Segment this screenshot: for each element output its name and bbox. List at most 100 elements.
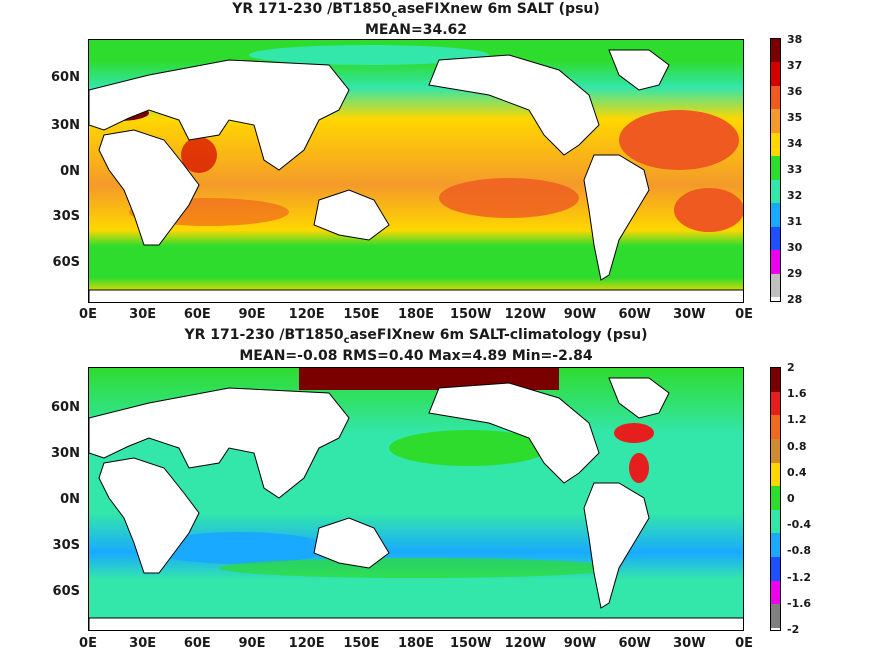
top-lon-label: 120W (504, 307, 547, 322)
top-colorbar-tick: 34 (787, 137, 803, 150)
bottom-lon-label: 0E (79, 636, 97, 651)
top-colorbar-swatch (771, 179, 780, 204)
top-subtitle: MEAN=34.62 (364, 22, 468, 38)
bottom-lon-label: 90E (238, 636, 266, 651)
bottom-lon-label: 120W (504, 636, 547, 651)
bottom-lon-label: 60W (618, 636, 651, 651)
bottom-anomaly-map (88, 367, 744, 631)
top-lon-label: 30E (129, 307, 157, 322)
bottom-southern-green (219, 558, 619, 578)
bottom-title-subscript: c (343, 334, 350, 346)
top-lat-30s: 30S (52, 209, 80, 224)
bottom-colorbar-tick: -1.6 (787, 596, 812, 610)
bottom-land (89, 377, 743, 630)
top-colorbar-swatch (771, 156, 780, 180)
bottom-colorbar-swatch (771, 415, 780, 439)
bottom-colorbar-tick: -1.2 (787, 570, 812, 584)
bottom-lat-0n: 0N (60, 492, 80, 507)
bottom-colorbar-swatch (771, 580, 780, 605)
bottom-lon-label: 120E (288, 636, 325, 651)
bottom-title: YR 171-230 /BT1850caseFIXnew 6m SALT-cli… (88, 326, 744, 350)
bottom-lon-label: 30W (673, 636, 706, 651)
top-colorbar-tick: 29 (787, 267, 803, 280)
top-map-svg (89, 40, 743, 302)
top-colorbar-swatch (771, 226, 780, 251)
top-colorbar-tick: 31 (787, 215, 803, 228)
top-colorbar-swatch (771, 203, 780, 227)
top-land (89, 49, 743, 302)
top-lon-label: 60E (183, 307, 211, 322)
top-arctic-low (249, 45, 489, 65)
bottom-indian-low (149, 532, 329, 564)
bottom-atlantic-high (629, 453, 649, 483)
bottom-colorbar-tick: -0.4 (787, 518, 812, 532)
top-lat-30n: 30N (51, 118, 80, 133)
bottom-lon-label: 150W (449, 636, 492, 651)
bottom-lat-30s: 30S (52, 538, 80, 553)
top-colorbar-tick: 30 (787, 241, 803, 254)
top-lon-label: 30W (673, 307, 706, 322)
top-south-atlantic-high (674, 188, 743, 232)
top-lon-label: 180E (398, 307, 435, 322)
bottom-colorbar-tick: -0.8 (787, 544, 812, 558)
top-title-subscript: c (391, 8, 398, 20)
top-lon-label: 150E (343, 307, 380, 322)
bottom-lon-label: 60E (183, 636, 211, 651)
top-salinity-map (88, 39, 744, 303)
top-colorbar-tick: 36 (787, 85, 803, 98)
bottom-title-part2: aseFIXnew 6m SALT-climatology (psu) (349, 327, 648, 343)
bottom-colorbar (770, 367, 781, 631)
top-lon-label: 0E (735, 307, 753, 322)
top-lon-label: 90E (238, 307, 266, 322)
top-atlantic-high-salinity (619, 110, 739, 170)
top-colorbar-swatch (771, 62, 780, 86)
bottom-colorbar-swatch (771, 486, 780, 510)
bottom-lat-60n: 60N (51, 400, 80, 415)
bottom-colorbar-swatch (771, 391, 780, 416)
bottom-colorbar-swatch (771, 604, 780, 628)
bottom-colorbar-swatch (771, 462, 780, 487)
bottom-colorbar-tick: 1.2 (787, 413, 807, 427)
bottom-colorbar-tick: 1.6 (787, 387, 807, 401)
top-colorbar-tick: 32 (787, 189, 803, 202)
bottom-lon-label: 30E (129, 636, 157, 651)
top-lon-label: 150W (449, 307, 492, 322)
top-lon-label: 90W (563, 307, 597, 322)
bottom-colorbar-swatch (771, 557, 780, 581)
bottom-colorbar-swatch (771, 368, 780, 392)
top-colorbar-tick: 33 (787, 163, 803, 176)
bottom-lon-label: 180E (398, 636, 435, 651)
top-red-sea (181, 137, 217, 173)
bottom-colorbar-swatch (771, 509, 780, 534)
bottom-gulf-stream-high (614, 423, 654, 443)
top-colorbar-swatch (771, 273, 780, 297)
top-lat-60n: 60N (51, 70, 80, 85)
bottom-subtitle: MEAN=-0.08 RMS=0.40 Max=4.89 Min=-2.84 (239, 348, 593, 364)
top-colorbar-tick: 35 (787, 111, 803, 124)
top-lon-label: 0E (79, 307, 97, 322)
bottom-colorbar-tick: 2 (787, 361, 795, 374)
bottom-lat-60s: 60S (52, 584, 80, 599)
bottom-title-part1: YR 171-230 /BT1850 (184, 327, 344, 343)
top-south-pacific-high (439, 178, 579, 218)
top-colorbar-tick: 28 (787, 293, 803, 306)
bottom-colorbar-swatch (771, 533, 780, 557)
bottom-lon-label: 150E (343, 636, 380, 651)
bottom-north-pacific-green (389, 430, 549, 466)
top-lat-0n: 0N (60, 164, 80, 179)
bottom-colorbar-swatch (771, 438, 780, 463)
top-colorbar-tick: 38 (787, 33, 803, 46)
top-title-part2: aseFIXnew 6m SALT (psu) (397, 1, 600, 17)
bottom-lon-label: 0E (735, 636, 753, 651)
top-colorbar-swatch (771, 109, 780, 133)
top-colorbar-swatch (771, 132, 780, 157)
top-title: YR 171-230 /BT1850caseFIXnew 6m SALT (ps… (88, 0, 744, 24)
bottom-colorbar-tick: -2 (787, 623, 800, 636)
top-lon-label: 60W (618, 307, 651, 322)
top-lon-label: 120E (288, 307, 325, 322)
top-colorbar-swatch (771, 250, 780, 274)
bottom-map-svg (89, 368, 743, 630)
top-colorbar-swatch (771, 85, 780, 110)
bottom-lon-label: 90W (563, 636, 597, 651)
bottom-colorbar-tick: 0.8 (787, 439, 807, 453)
